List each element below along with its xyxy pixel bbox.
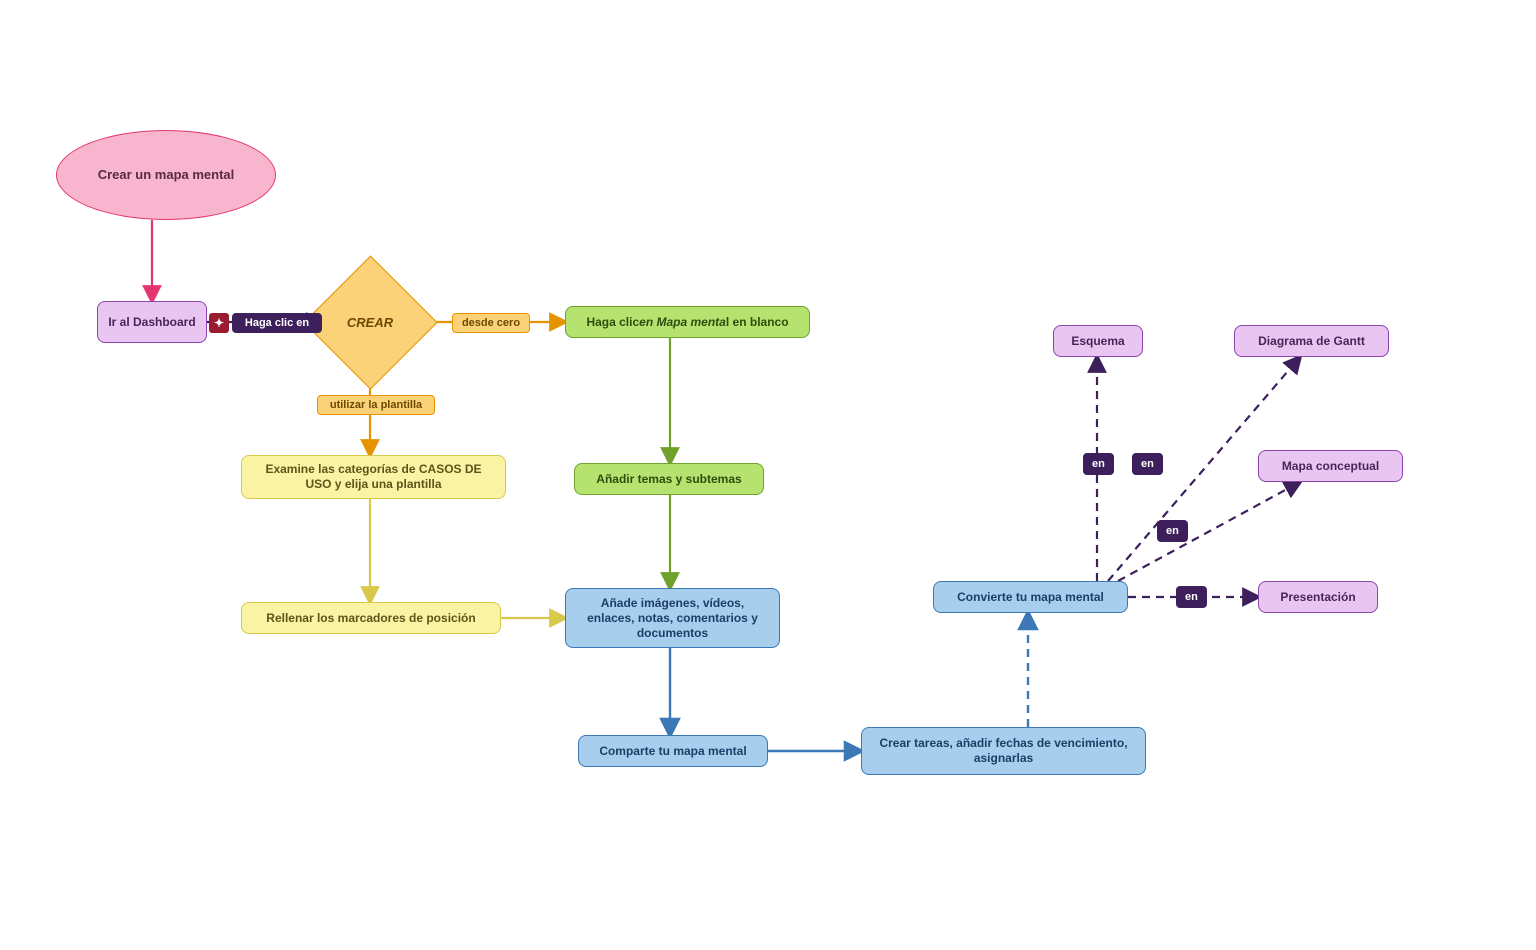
edge-label-en1: en — [1083, 453, 1114, 475]
edge-label-en2: en — [1132, 453, 1163, 475]
node-start: Crear un mapa mental — [56, 130, 276, 220]
node-tasks: Crear tareas, añadir fechas de vencimien… — [861, 727, 1146, 775]
dashboard-icon: ✦ — [209, 313, 229, 333]
node-blank_click: Haga clic en Mapa mental en blanco — [565, 306, 810, 338]
edge-label-desde_cero: desde cero — [452, 313, 530, 333]
edge-label-haga_clic_en: Haga clic en — [232, 313, 322, 333]
node-dashboard: Ir al Dashboard — [97, 301, 207, 343]
node-crear-label: CREAR — [304, 310, 437, 334]
node-presentation: Presentación — [1258, 581, 1378, 613]
node-esquema: Esquema — [1053, 325, 1143, 357]
edge-label-en3: en — [1157, 520, 1188, 542]
node-convert: Convierte tu mapa mental — [933, 581, 1128, 613]
edge-label-en4: en — [1176, 586, 1207, 608]
node-add_topics: Añadir temas y subtemas — [574, 463, 764, 495]
edge-label-utilizar_plantilla: utilizar la plantilla — [317, 395, 435, 415]
node-conceptmap: Mapa conceptual — [1258, 450, 1403, 482]
node-fill_placeholders: Rellenar los marcadores de posición — [241, 602, 501, 634]
node-share: Comparte tu mapa mental — [578, 735, 768, 767]
node-add_media: Añade imágenes, vídeos, enlaces, notas, … — [565, 588, 780, 648]
node-gantt: Diagrama de Gantt — [1234, 325, 1389, 357]
edge-e14 — [1118, 482, 1300, 581]
node-examine: Examine las categorías de CASOS DE USO y… — [241, 455, 506, 499]
